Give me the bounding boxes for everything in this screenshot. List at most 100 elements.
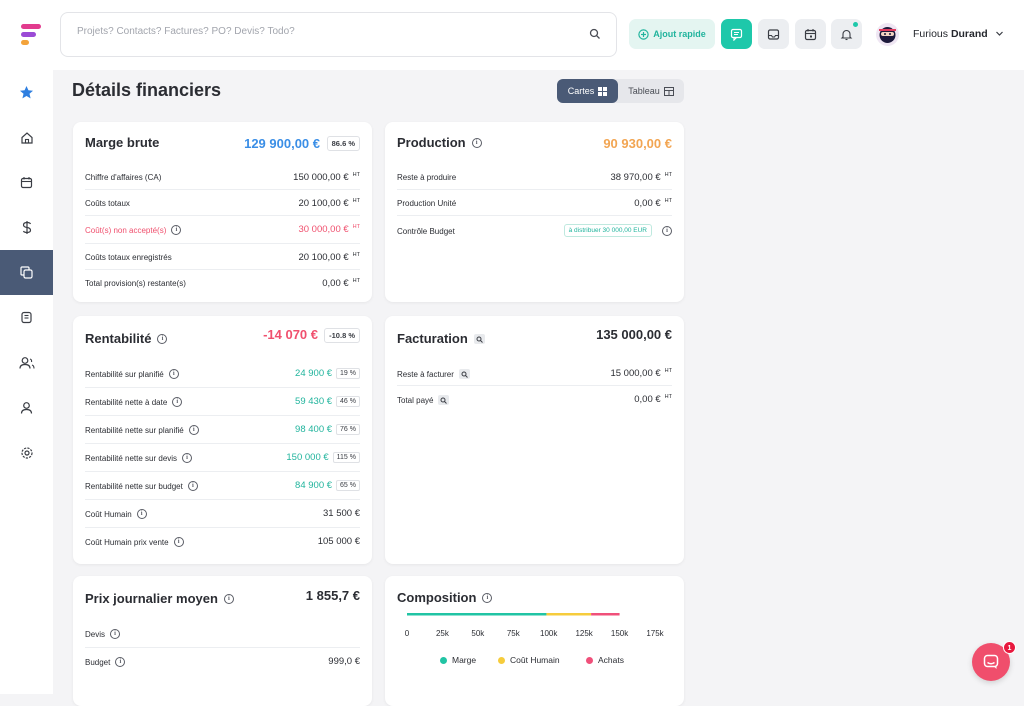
view-cards-button[interactable]: Cartes — [557, 79, 618, 103]
legend-label: Marge — [452, 655, 477, 665]
tick-label: 100k — [540, 629, 558, 638]
sidebar-item-finance[interactable] — [0, 205, 53, 250]
chevron-down-icon[interactable] — [995, 30, 1004, 37]
marge-brute-card: Marge brute 129 900,00 € 86.6 % Chiffre … — [73, 122, 372, 302]
bar-segment[interactable] — [546, 613, 592, 616]
table-row: Rentabilité sur planifié i 24 900 €19 % — [85, 360, 360, 388]
info-icon[interactable]: i — [157, 333, 168, 344]
table-row: Total payé 0,00 € HT — [397, 386, 672, 412]
info-icon[interactable]: i — [187, 481, 198, 491]
info-icon[interactable]: i — [188, 425, 199, 435]
table-icon — [663, 86, 674, 96]
info-icon[interactable]: i — [172, 397, 183, 407]
search-icon[interactable] — [589, 28, 601, 40]
chat-icon — [730, 28, 743, 41]
row-label: Rentabilité sur planifié — [85, 369, 164, 379]
chat-unread-badge: 1 — [1003, 641, 1016, 654]
sidebar-item-calendar[interactable] — [0, 160, 53, 205]
tick-label: 0 — [404, 629, 410, 638]
row-label: Total provision(s) restante(s) — [85, 279, 186, 288]
table-row: Rentabilité nette sur planifié i 98 400 €… — [85, 416, 360, 444]
legend-item-achats[interactable]: Achats — [586, 655, 624, 665]
row-label: Rentabilité nette sur planifié — [85, 425, 184, 435]
legend-label: Achats — [598, 655, 624, 665]
row-pct: 19 % — [336, 368, 360, 379]
row-label: Coûts totaux enregistrés — [85, 253, 172, 262]
legend-item-marge[interactable]: Marge — [440, 655, 476, 665]
avatar[interactable] — [876, 23, 899, 46]
ht-label: HT — [352, 251, 360, 258]
composition-card: Composition i — [385, 576, 684, 706]
table-row: Rentabilité nette sur devis i 150 000 €11… — [85, 444, 360, 472]
facturation-value: 135 000,00 € — [596, 327, 672, 342]
sidebar-item-profile[interactable] — [0, 385, 53, 430]
sidebar-item-favorites[interactable] — [0, 70, 53, 115]
notifications-button[interactable] — [831, 19, 862, 49]
sidebar-item-team[interactable] — [0, 340, 53, 385]
legend-item-cout-humain[interactable]: Coût Humain — [498, 655, 560, 665]
table-row: Coûts totaux enregistrés 20 100,00 € HT — [85, 244, 360, 270]
ht-label: HT — [352, 171, 360, 178]
row-label: Coût Humain prix vente — [85, 537, 169, 547]
user-icon — [20, 401, 33, 414]
row-label: Devis — [85, 629, 106, 639]
row-value: 999,0 € — [328, 656, 360, 667]
table-row: Coût Humain prix vente i 105 000 € — [85, 528, 360, 556]
info-icon[interactable]: i — [136, 509, 147, 519]
inbox-button[interactable] — [758, 19, 789, 49]
info-icon[interactable]: i — [182, 453, 193, 463]
document-icon — [21, 311, 32, 324]
table-row: Rentabilité nette sur budget i 84 900 €65… — [85, 472, 360, 500]
info-icon[interactable]: i — [110, 629, 121, 639]
bar-segment[interactable] — [591, 613, 620, 616]
info-icon[interactable]: i — [223, 593, 234, 604]
info-icon[interactable]: i — [173, 537, 184, 547]
sidebar-item-home[interactable] — [0, 115, 53, 160]
info-icon[interactable]: i — [471, 137, 482, 148]
tick-label: 50k — [471, 629, 485, 638]
view-table-button[interactable]: Tableau — [618, 79, 684, 103]
sidebar-item-documents[interactable] — [0, 295, 53, 340]
global-search[interactable] — [60, 12, 617, 57]
bar-segment[interactable] — [407, 613, 547, 616]
calendar-button[interactable] — [795, 19, 826, 49]
ninja-avatar-icon — [879, 27, 896, 43]
search-input[interactable] — [77, 26, 567, 37]
row-value: 20 100,00 € — [298, 252, 349, 263]
info-icon[interactable]: i — [115, 657, 126, 667]
table-row: Coût Humain i 31 500 € — [85, 500, 360, 528]
user-name[interactable]: Furious Durand — [913, 28, 988, 40]
top-bar: Ajout rapide Furious Durand — [0, 0, 1024, 70]
messages-button[interactable] — [721, 19, 752, 49]
row-value: 150 000 € — [286, 452, 329, 463]
users-icon — [18, 356, 35, 369]
info-icon[interactable]: i — [662, 225, 672, 236]
search-icon[interactable] — [458, 369, 470, 379]
sidebar-item-settings[interactable] — [0, 430, 53, 475]
table-row: Chiffre d'affaires (CA) 150 000,00 € HT — [85, 164, 360, 190]
inbox-icon — [767, 28, 780, 40]
table-row: Budget i 999,0 € — [85, 648, 360, 676]
tick-label: 150k — [610, 629, 629, 638]
ht-label: HT — [664, 171, 672, 178]
sidebar-item-projects[interactable] — [0, 250, 53, 295]
row-label: Coût(s) non accepté(s) — [85, 225, 167, 235]
info-icon[interactable]: i — [168, 369, 179, 379]
quick-add-button[interactable]: Ajout rapide — [629, 19, 715, 49]
search-icon[interactable] — [473, 333, 485, 344]
view-cards-label: Cartes — [567, 86, 595, 96]
row-pct: 115 % — [332, 452, 360, 463]
gear-icon — [20, 446, 33, 459]
production-card: Production i 90 930,00 € Reste à produire… — [385, 122, 684, 302]
tick-label: 125k — [575, 629, 593, 638]
app-logo[interactable] — [20, 24, 42, 48]
legend-label: Coût Humain — [510, 655, 560, 665]
ht-label: HT — [664, 393, 672, 400]
search-icon[interactable] — [438, 395, 450, 405]
row-value: 20 100,00 € — [298, 198, 349, 209]
notification-dot — [853, 22, 858, 27]
row-label: Chiffre d'affaires (CA) — [85, 173, 162, 182]
info-icon[interactable]: i — [482, 592, 493, 603]
rentabilite-pct: -10.8 % — [324, 328, 360, 343]
info-icon[interactable]: i — [171, 225, 182, 235]
